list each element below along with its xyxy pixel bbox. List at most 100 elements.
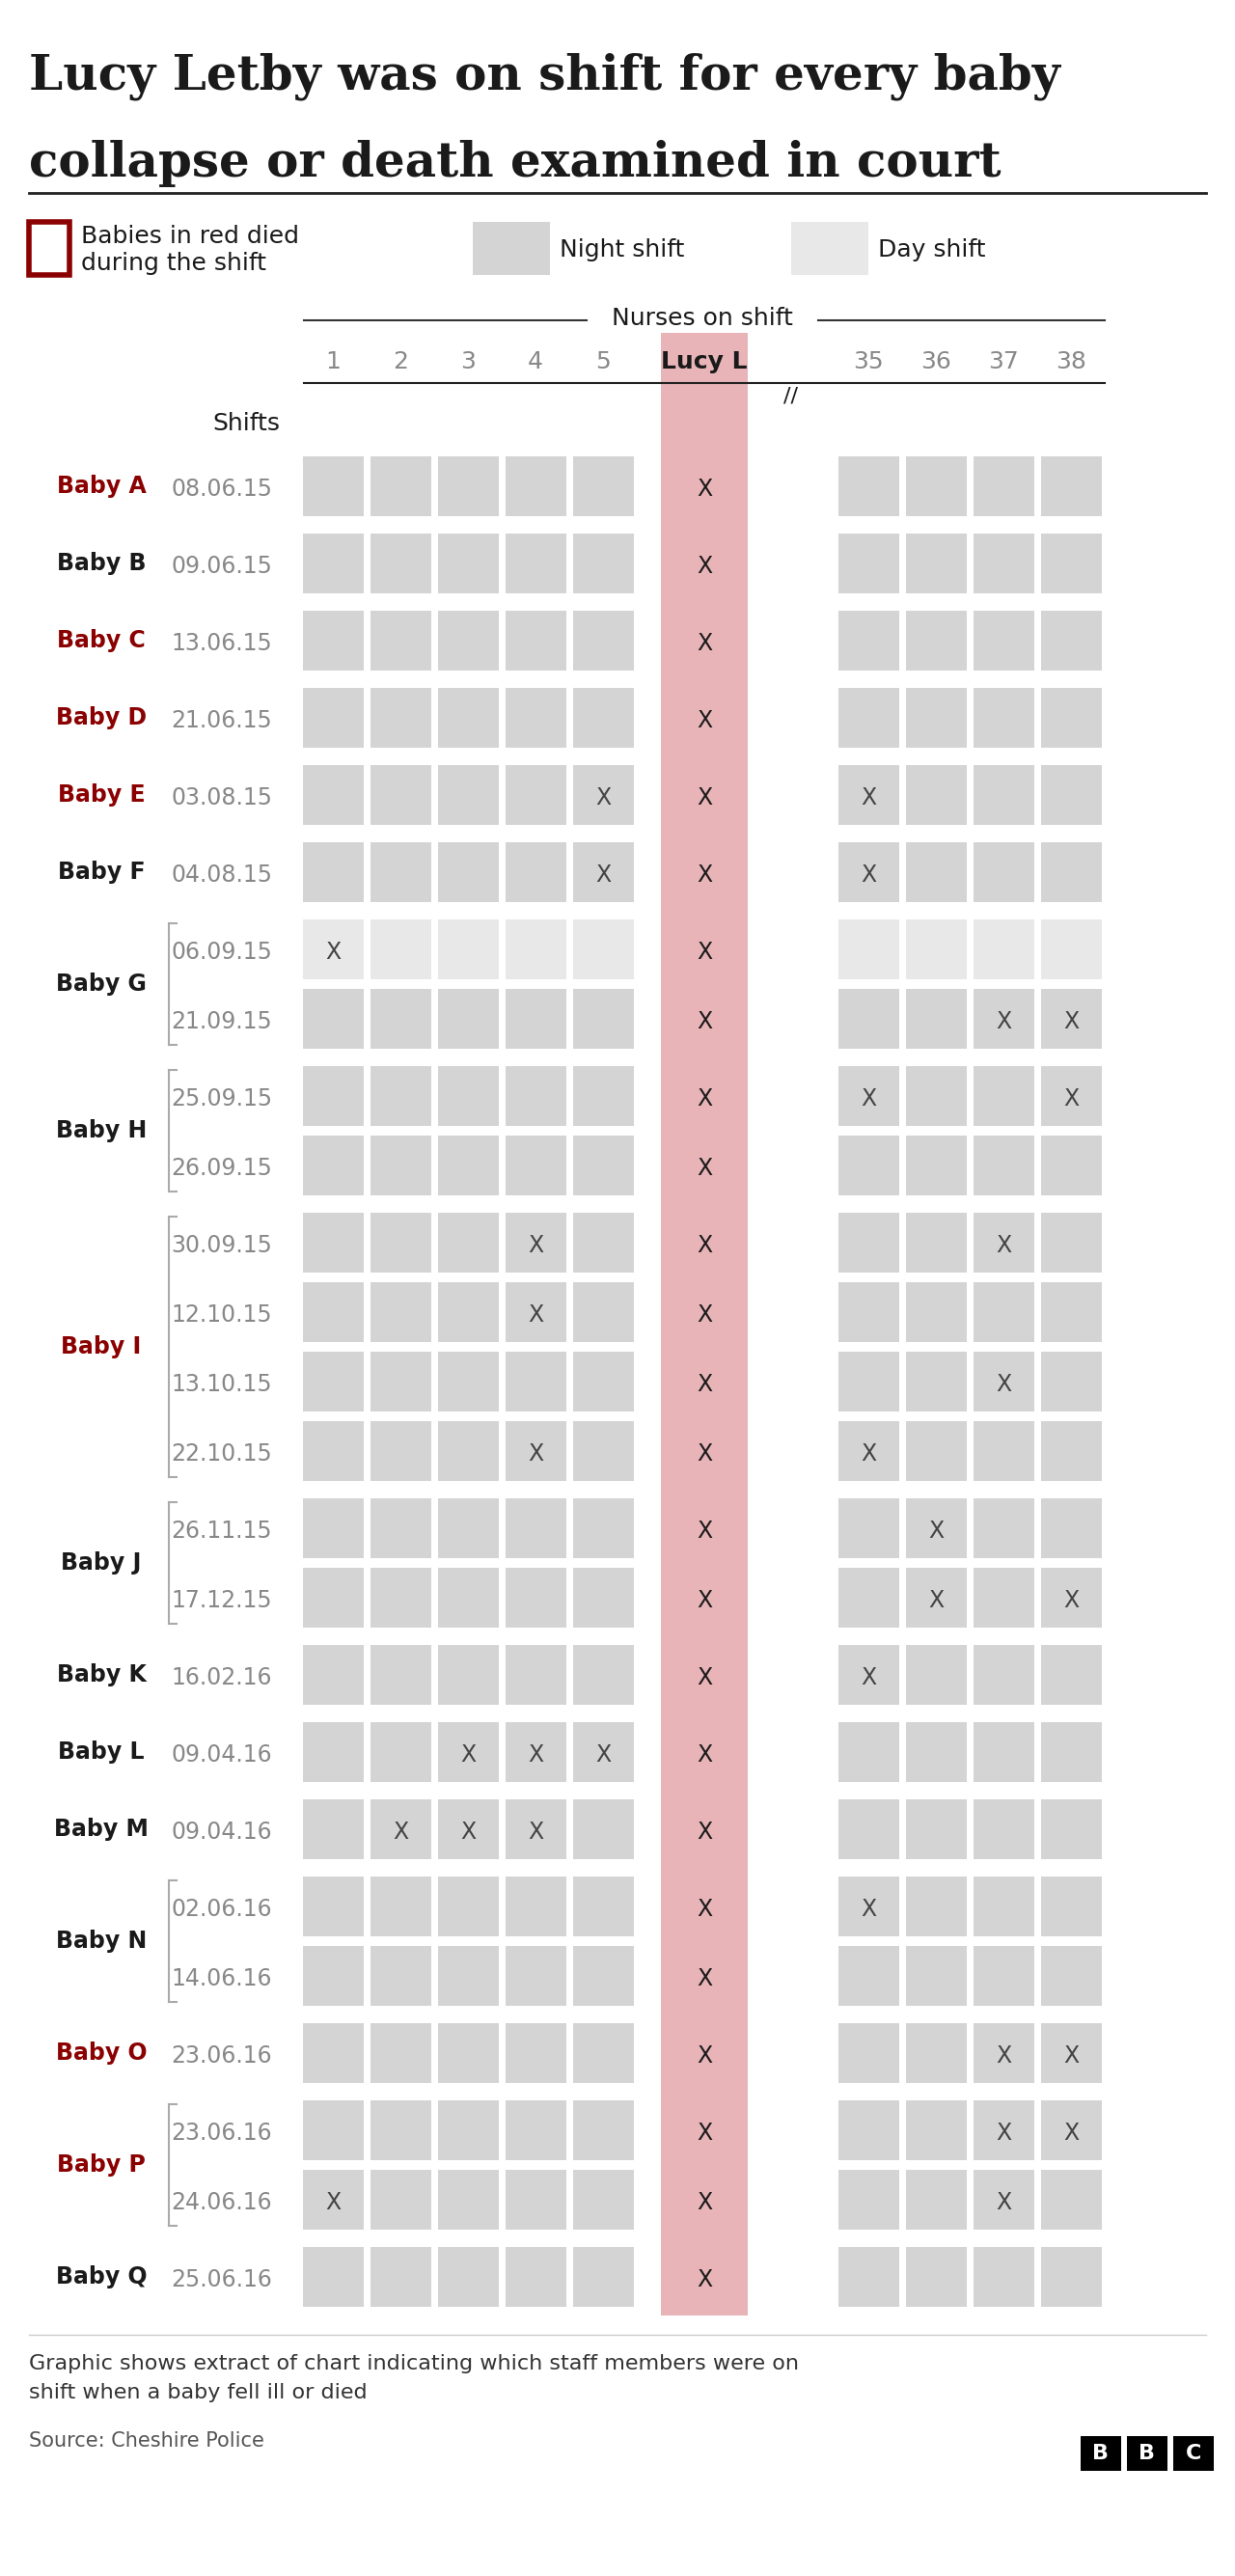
Text: X: X [461, 1821, 475, 1844]
Bar [303, 1066, 364, 1126]
Bar [973, 989, 1035, 1048]
Text: X: X [995, 1234, 1011, 1257]
Bar [573, 2022, 634, 2084]
Bar [303, 765, 364, 824]
Text: C: C [1186, 2445, 1202, 2463]
Bar [573, 533, 634, 592]
Bar [906, 456, 967, 515]
Bar [303, 1569, 364, 1628]
Text: X: X [995, 2192, 1011, 2215]
Bar [906, 1352, 967, 1412]
Bar [839, 1066, 899, 1126]
Bar [839, 1945, 899, 2007]
Text: 38: 38 [1056, 350, 1087, 374]
Bar [1128, 2437, 1167, 2470]
Bar [303, 1723, 364, 1783]
Bar [906, 1646, 967, 1705]
Bar [906, 1723, 967, 1783]
Bar [370, 1213, 431, 1273]
Bar [839, 1213, 899, 1273]
Text: 06.09.15: 06.09.15 [172, 940, 273, 963]
Bar [505, 1646, 567, 1705]
Text: X: X [595, 1744, 611, 1767]
Text: Baby P: Baby P [57, 2154, 146, 2177]
Text: X: X [325, 2192, 341, 2215]
Text: X: X [697, 1443, 713, 1466]
Text: 30.09.15: 30.09.15 [172, 1234, 273, 1257]
Bar [505, 611, 567, 670]
Text: Baby B: Baby B [57, 551, 146, 574]
Text: X: X [595, 863, 611, 886]
Bar [973, 1283, 1035, 1342]
Bar [906, 920, 967, 979]
Bar [303, 2246, 364, 2308]
Bar [303, 2099, 364, 2161]
Bar [303, 456, 364, 515]
Text: B: B [1139, 2445, 1156, 2463]
Text: X: X [697, 554, 713, 577]
Bar [438, 1499, 499, 1558]
Text: 23.06.16: 23.06.16 [172, 2123, 273, 2146]
Bar [303, 989, 364, 1048]
Text: Baby H: Baby H [56, 1118, 147, 1141]
Bar [573, 2169, 634, 2231]
Bar [906, 2246, 967, 2308]
Text: X: X [1063, 2045, 1078, 2069]
Bar [573, 1136, 634, 1195]
Bar [906, 842, 967, 902]
Bar [573, 1801, 634, 1860]
Text: 09.04.16: 09.04.16 [172, 1821, 273, 1844]
Bar [370, 765, 431, 824]
Text: Baby K: Baby K [57, 1664, 146, 1687]
Text: X: X [527, 1443, 543, 1466]
Bar [1081, 2437, 1121, 2470]
Bar [573, 1066, 634, 1126]
Bar [370, 842, 431, 902]
Bar [839, 1136, 899, 1195]
Bar [839, 2246, 899, 2308]
Text: 23.06.16: 23.06.16 [172, 2045, 273, 2069]
Bar [906, 1283, 967, 1342]
Text: 09.06.15: 09.06.15 [172, 554, 273, 577]
Text: 2: 2 [393, 350, 408, 374]
Text: X: X [861, 1667, 876, 1690]
Bar [839, 842, 899, 902]
Bar [370, 989, 431, 1048]
Bar [505, 1801, 567, 1860]
Bar [839, 2022, 899, 2084]
Bar [906, 688, 967, 747]
Text: X: X [527, 1234, 543, 1257]
Text: Baby E: Baby E [58, 783, 144, 806]
Text: X: X [461, 1744, 475, 1767]
Text: 21.09.15: 21.09.15 [172, 1010, 273, 1033]
Bar [438, 2022, 499, 2084]
Text: Baby J: Baby J [61, 1551, 142, 1574]
Bar [370, 688, 431, 747]
Bar [370, 1352, 431, 1412]
Bar [973, 611, 1035, 670]
Text: 25.06.16: 25.06.16 [172, 2269, 273, 2293]
Bar [370, 533, 431, 592]
Bar [906, 1499, 967, 1558]
Text: Baby D: Baby D [56, 706, 147, 729]
Text: 16.02.16: 16.02.16 [172, 1667, 273, 1690]
Text: 03.08.15: 03.08.15 [172, 786, 273, 809]
Bar [1041, 1422, 1102, 1481]
Bar [839, 1499, 899, 1558]
Bar [573, 1422, 634, 1481]
Bar [573, 688, 634, 747]
Text: Baby Q: Baby Q [56, 2264, 147, 2287]
Text: 26.09.15: 26.09.15 [172, 1157, 273, 1180]
Bar [973, 456, 1035, 515]
Bar [973, 765, 1035, 824]
Text: X: X [697, 2123, 713, 2146]
Bar [370, 1422, 431, 1481]
Bar [303, 1646, 364, 1705]
Text: X: X [697, 2269, 713, 2293]
Text: 14.06.16: 14.06.16 [172, 1968, 273, 1991]
Bar [573, 1352, 634, 1412]
Bar [303, 1945, 364, 2007]
Text: X: X [697, 2192, 713, 2215]
Text: X: X [697, 1087, 713, 1110]
Bar [1041, 1066, 1102, 1126]
